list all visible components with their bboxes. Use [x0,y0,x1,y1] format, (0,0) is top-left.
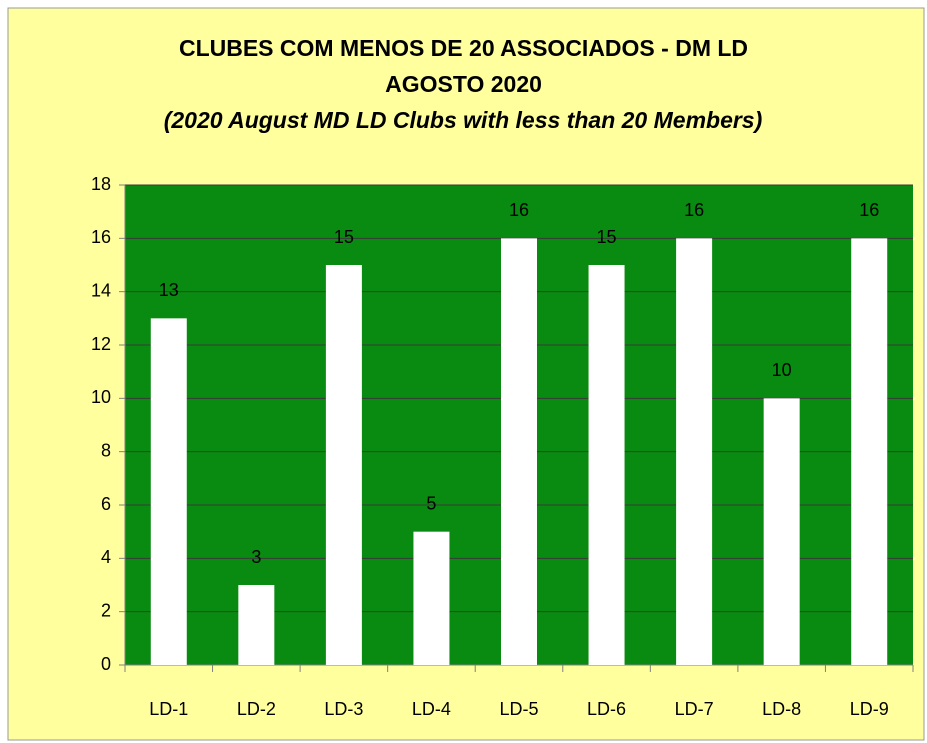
chart-subtitle: (2020 August MD LD Clubs with less than … [163,107,763,133]
bar [325,265,362,665]
bar [238,585,275,665]
bar [588,265,625,665]
x-tick-label: LD-3 [324,699,363,719]
y-tick-label: 16 [91,227,111,247]
data-label: 15 [334,227,354,247]
y-tick-label: 10 [91,387,111,407]
x-tick-label: LD-2 [237,699,276,719]
x-tick-label: LD-5 [499,699,538,719]
y-tick-label: 8 [101,440,111,460]
y-tick-label: 14 [91,280,111,300]
data-label: 10 [772,360,792,380]
y-tick-label: 12 [91,334,111,354]
bar [676,238,713,666]
y-tick-label: 18 [91,174,111,194]
x-tick-label: LD-9 [850,699,889,719]
x-tick-label: LD-6 [587,699,626,719]
bar [413,531,450,665]
chart-title: CLUBES COM MENOS DE 20 ASSOCIADOS - DM L… [178,35,749,61]
bar [763,398,800,665]
y-tick-label: 2 [101,600,111,620]
x-tick-label: LD-7 [675,699,714,719]
data-label: 5 [426,493,436,513]
chart-title: AGOSTO 2020 [385,71,542,97]
x-tick-label: LD-4 [412,699,451,719]
x-tick-label: LD-8 [762,699,801,719]
data-label: 16 [859,200,879,220]
data-label: 13 [159,280,179,300]
bar [501,238,537,666]
y-tick-label: 0 [101,654,111,674]
data-label: 15 [597,227,617,247]
data-label: 16 [684,200,704,220]
y-tick-label: 4 [101,547,111,567]
data-label: 16 [509,200,529,220]
y-tick-label: 6 [101,494,111,514]
data-label: 3 [251,547,261,567]
x-tick-label: LD-1 [149,699,188,719]
bar [851,238,888,666]
bar [150,318,187,665]
